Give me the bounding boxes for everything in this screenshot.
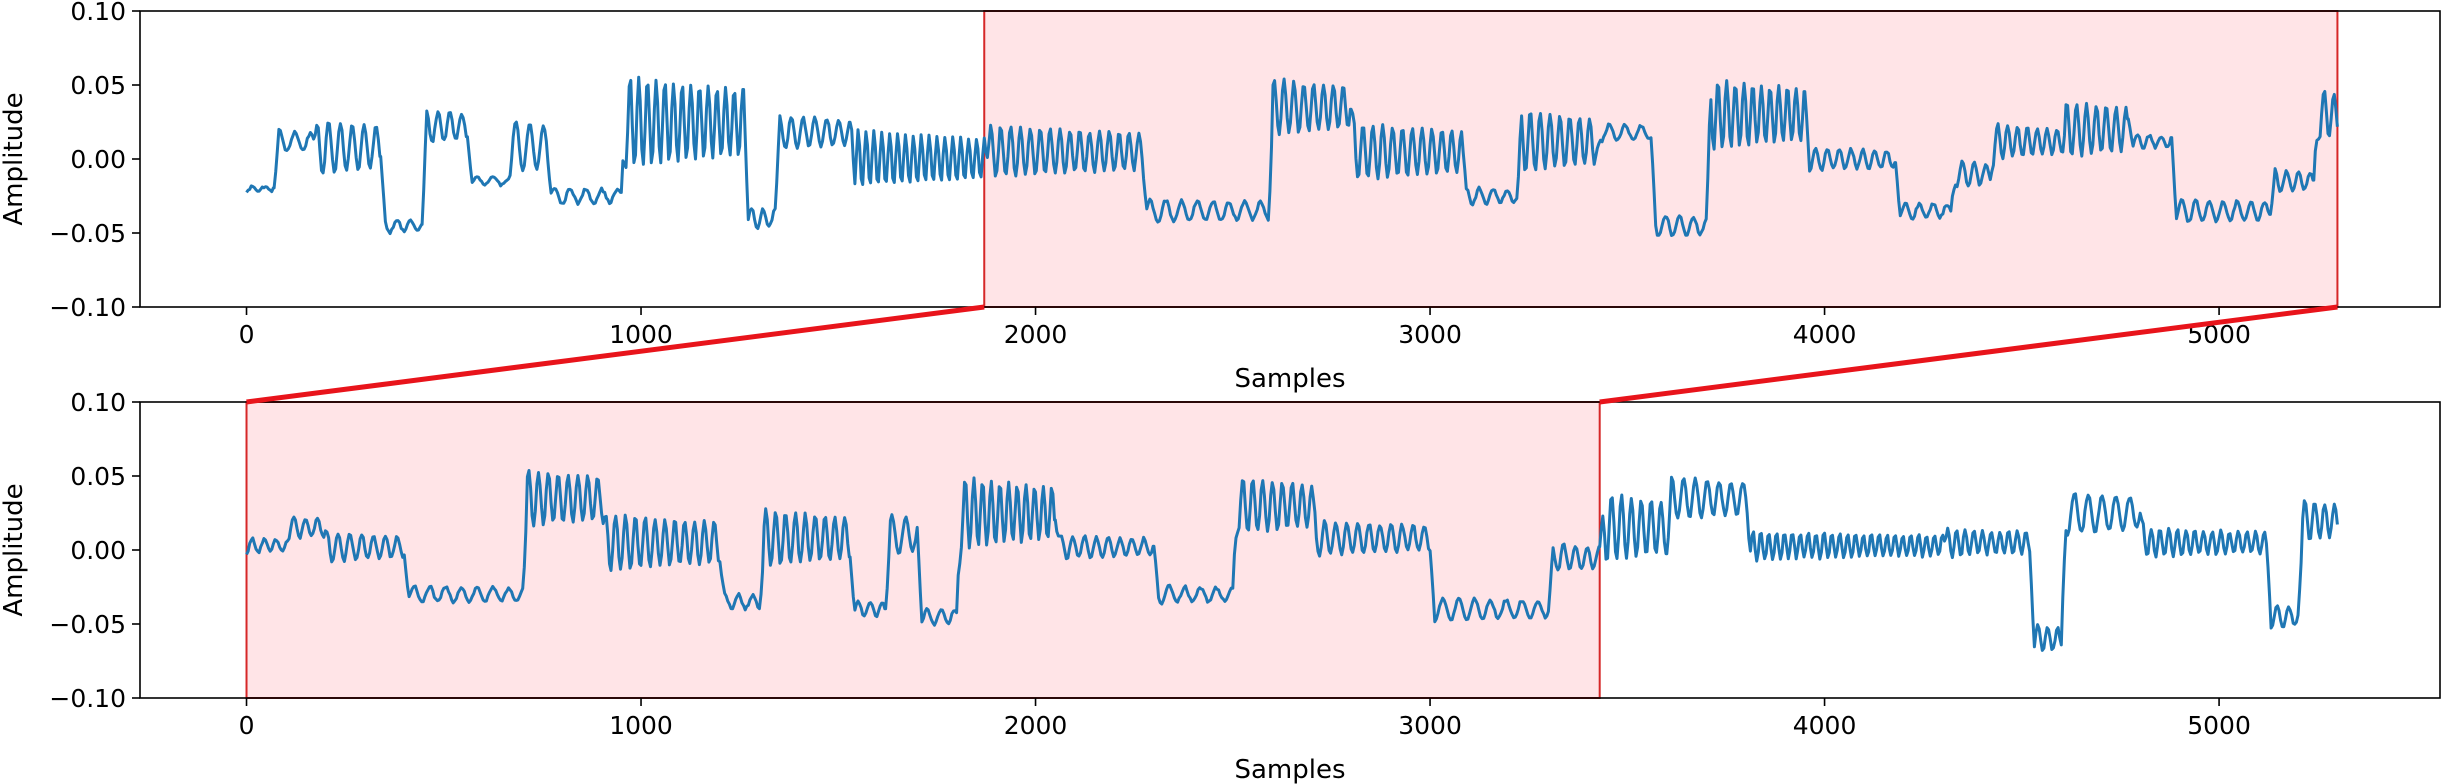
x-tick-label: 4000 — [1793, 711, 1857, 740]
x-tick-label: 2000 — [1004, 320, 1068, 349]
y-tick-label: 0.10 — [70, 388, 126, 417]
zoom-connectors — [246, 304, 2338, 405]
y-tick-label: 0.05 — [70, 71, 126, 100]
y-tick-label: −0.10 — [49, 684, 126, 713]
y-tick-label: −0.05 — [49, 219, 126, 248]
y-tick-label: 0.00 — [70, 145, 126, 174]
x-tick-label: 3000 — [1398, 320, 1462, 349]
y-axis-label: Amplitude — [0, 92, 29, 225]
x-tick-label: 1000 — [609, 320, 673, 349]
y-axis-label: Amplitude — [0, 483, 29, 616]
y-tick-label: 0.05 — [70, 462, 126, 491]
x-tick-label: 3000 — [1398, 711, 1462, 740]
y-tick-label: 0.10 — [70, 0, 126, 26]
x-tick-label: 0 — [239, 711, 255, 740]
highlight-region — [983, 10, 2339, 308]
x-axis-label: Samples — [1234, 755, 1345, 784]
x-tick-label: 0 — [239, 320, 255, 349]
top-panel: 0 1000 2000 3000 4000 5000−0.10−0.050.000.050… — [0, 0, 2441, 394]
y-tick-label: 0.00 — [70, 536, 126, 565]
x-tick-label: 1000 — [609, 711, 673, 740]
connector-left — [246, 304, 985, 405]
x-axis-label: Samples — [1234, 364, 1345, 394]
x-tick-label: 4000 — [1793, 320, 1857, 349]
bottom-panel: 0 1000 2000 3000 4000 5000 −0.10 −0.05 0.00 0.05 0… — [0, 388, 2441, 784]
x-tick-label: 2000 — [1004, 711, 1068, 740]
y-tick-label: −0.05 — [49, 610, 126, 639]
x-tick-label: 5000 — [2187, 711, 2251, 740]
connector-right — [1599, 304, 2338, 405]
signal-line — [245, 75, 2339, 237]
y-tick-label: −0.10 — [49, 293, 126, 322]
signal-line — [245, 469, 2339, 652]
